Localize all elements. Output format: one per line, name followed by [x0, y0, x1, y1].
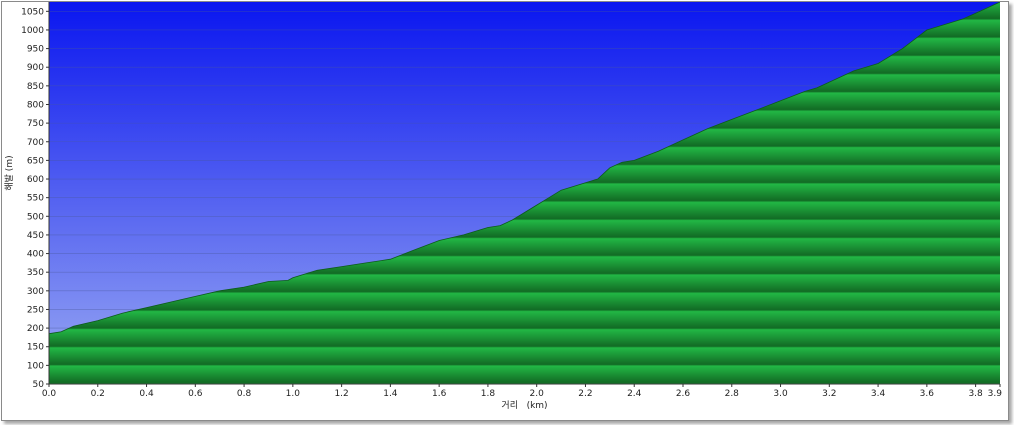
y-tick-label: 50 — [33, 380, 45, 390]
x-tick-label: 2.6 — [676, 389, 691, 399]
x-tick-label: 3.2 — [822, 389, 836, 399]
x-tick-label: 3.4 — [871, 389, 886, 399]
y-tick-label: 750 — [27, 119, 44, 129]
x-tick-label: 0.0 — [42, 389, 57, 399]
axes — [48, 2, 1000, 385]
y-tick-label: 650 — [27, 156, 44, 166]
x-tick-label: 1.2 — [334, 389, 348, 399]
x-tick-label: 2.0 — [530, 389, 545, 399]
x-tick-label: 1.4 — [383, 389, 398, 399]
y-tick-label: 950 — [27, 45, 44, 55]
elevation-line — [49, 2, 1000, 335]
y-tick-label: 200 — [27, 324, 44, 334]
x-tick-label: 2.4 — [627, 389, 642, 399]
y-tick-label: 900 — [27, 63, 44, 73]
y-tick-label: 300 — [27, 287, 44, 297]
y-tick-label: 150 — [27, 343, 44, 353]
x-tick-label: 3.9 — [988, 389, 1003, 399]
y-tick-label: 800 — [27, 100, 44, 110]
x-tick-label: 3.0 — [773, 389, 788, 399]
x-tick-label: 1.8 — [481, 389, 496, 399]
y-tick-label: 600 — [27, 175, 44, 185]
y-tick-label: 550 — [27, 194, 44, 204]
x-tick-label: 0.2 — [91, 389, 105, 399]
y-tick-label: 500 — [27, 212, 44, 222]
y-tick-label: 1000 — [21, 26, 44, 36]
y-tick-label: 400 — [27, 250, 44, 260]
y-tick-label: 350 — [27, 268, 44, 278]
x-axis-label: 거리 (km) — [501, 400, 547, 411]
y-tick-label: 100 — [27, 361, 44, 371]
y-tick-label: 250 — [27, 305, 44, 315]
x-tick-label: 3.6 — [920, 389, 935, 399]
y-tick-label: 700 — [27, 138, 44, 148]
y-tick-labels: 50 100 150 200 250 300 350 400 450 500 550 600 650 70… — [21, 7, 49, 390]
x-tick-label: 1.0 — [286, 389, 301, 399]
x-tick-label: 2.2 — [578, 389, 592, 399]
x-tick-label: 2.8 — [725, 389, 740, 399]
x-tick-label: 0.4 — [139, 389, 154, 399]
x-tick-labels: 0.0 0.2 0.4 0.6 0.8 1.0 1.2 1.4 1.6 1.8 2.0 2.2 2.4 2… — [42, 384, 1002, 399]
elevation-area-bands — [49, 2, 1000, 384]
y-tick-label: 1050 — [21, 7, 44, 17]
x-tick-label: 0.6 — [188, 389, 203, 399]
y-tick-label: 450 — [27, 231, 44, 241]
elevation-profile-chart: 50 100 150 200 250 300 350 400 450 500 550 600 650 70… — [4, 2, 1002, 411]
x-tick-label: 3.8 — [968, 389, 983, 399]
x-tick-label: 0.8 — [237, 389, 252, 399]
y-axis-label: 해발 (m) — [4, 155, 15, 190]
y-tick-label: 850 — [27, 82, 44, 92]
elevation-area — [49, 2, 1000, 384]
x-tick-label: 1.6 — [432, 389, 447, 399]
